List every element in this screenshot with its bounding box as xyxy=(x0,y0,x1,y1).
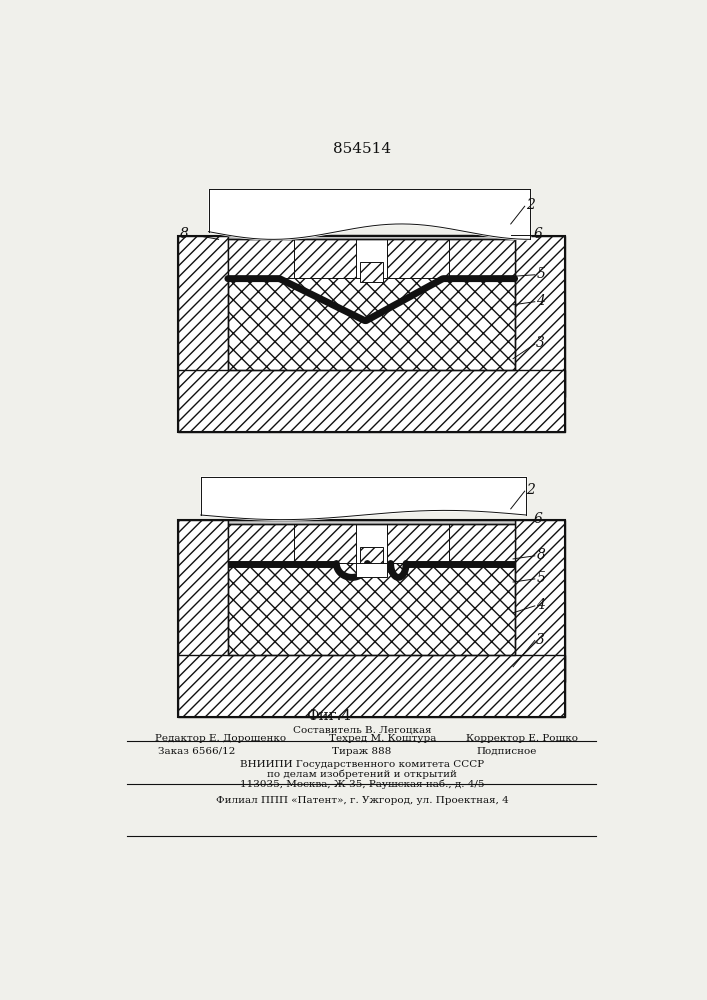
Bar xyxy=(228,524,515,655)
Bar xyxy=(293,524,356,563)
Text: Составитель В. Легоцкая: Составитель В. Легоцкая xyxy=(293,725,431,734)
Text: ВНИИПИ Государственного комитета СССР: ВНИИПИ Государственного комитета СССР xyxy=(240,760,484,769)
Bar xyxy=(177,235,565,432)
Bar xyxy=(177,235,228,397)
Bar xyxy=(356,563,387,577)
Bar xyxy=(228,524,293,563)
Text: по делам изобретений и открытий: по делам изобретений и открытий xyxy=(267,770,457,779)
Text: Корректор Е. Рошко: Корректор Е. Рошко xyxy=(467,734,578,743)
Text: 113035, Москва, Ж-35, Раушская наб., д. 4/5: 113035, Москва, Ж-35, Раушская наб., д. … xyxy=(240,780,484,789)
Bar xyxy=(228,239,515,278)
Bar xyxy=(177,520,228,682)
Bar xyxy=(228,524,515,563)
Bar xyxy=(228,563,515,655)
Bar xyxy=(228,524,515,655)
Bar xyxy=(360,547,383,567)
Text: 2: 2 xyxy=(526,198,535,212)
Bar xyxy=(356,239,387,278)
Bar xyxy=(228,520,515,524)
Text: 4: 4 xyxy=(537,294,545,308)
Text: Редактор Е. Дорошенко: Редактор Е. Дорошенко xyxy=(155,734,286,743)
Text: Филиал ППП «Патент», г. Ужгород, ул. Проектная, 4: Филиал ППП «Патент», г. Ужгород, ул. Про… xyxy=(216,796,508,805)
Text: 2: 2 xyxy=(526,483,535,497)
Text: 5: 5 xyxy=(537,267,545,281)
Text: Заказ 6566/12: Заказ 6566/12 xyxy=(158,747,235,756)
Text: Фиг.4: Фиг.4 xyxy=(306,709,351,723)
Bar xyxy=(449,239,515,278)
Bar xyxy=(293,239,356,278)
Text: 6: 6 xyxy=(534,227,543,241)
Text: 3: 3 xyxy=(537,336,545,350)
Bar xyxy=(228,239,515,370)
Bar xyxy=(177,520,565,717)
Text: Тираж 888: Тираж 888 xyxy=(332,747,392,756)
Bar xyxy=(228,235,515,239)
Text: 3: 3 xyxy=(537,633,545,647)
Bar xyxy=(177,655,565,717)
Text: 5: 5 xyxy=(537,571,545,585)
Bar xyxy=(449,524,515,563)
Bar xyxy=(228,239,293,278)
Text: 854514: 854514 xyxy=(333,142,391,156)
Bar xyxy=(228,239,515,370)
Bar xyxy=(228,278,515,370)
Text: 8: 8 xyxy=(180,227,189,241)
Bar xyxy=(360,262,383,282)
Bar xyxy=(387,239,449,278)
Text: Техред М. Коштура: Техред М. Коштура xyxy=(329,734,436,743)
Bar xyxy=(356,524,387,563)
Text: Подписное: Подписное xyxy=(477,747,537,756)
Text: 6: 6 xyxy=(534,512,543,526)
Text: 4: 4 xyxy=(537,598,545,612)
Bar xyxy=(177,370,565,432)
Text: 8: 8 xyxy=(537,548,545,562)
Bar xyxy=(515,235,565,397)
Bar xyxy=(515,520,565,682)
Bar xyxy=(387,524,449,563)
